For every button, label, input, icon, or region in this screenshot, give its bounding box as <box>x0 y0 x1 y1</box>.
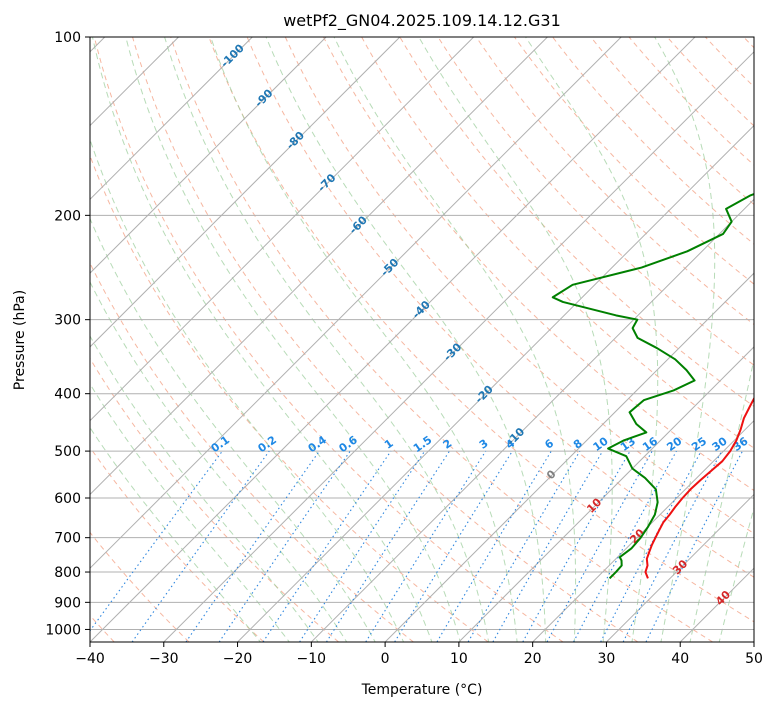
y-tick-label: 100 <box>54 30 81 46</box>
x-tick-label: −30 <box>149 651 179 667</box>
isotherm-line <box>163 51 754 642</box>
mixing-ratio-line <box>262 450 392 642</box>
x-tick-label: 20 <box>524 651 542 667</box>
plot-frame <box>89 36 755 643</box>
x-tick-label: 50 <box>745 651 763 667</box>
y-axis-label: Pressure (hPa) <box>12 290 28 390</box>
isotherm-line <box>606 493 754 642</box>
dry-adiabat <box>90 531 190 642</box>
x-tick-label: 10 <box>450 651 468 667</box>
y-tick-label: 700 <box>54 531 81 547</box>
x-tick-label: 0 <box>381 651 390 667</box>
temperature-profile-line <box>644 396 754 579</box>
dry-adiabat <box>90 357 339 642</box>
y-tick-label: 1000 <box>45 622 81 638</box>
dry-adiabat <box>170 37 713 642</box>
mixing-ratio-line <box>325 450 450 642</box>
isotherm-line <box>90 37 548 496</box>
mixing-ratio-line <box>467 450 581 642</box>
isotherm-line <box>90 37 622 569</box>
isotherm-line <box>532 419 754 642</box>
y-tick-label: 800 <box>54 565 81 581</box>
mixing-ratio-line <box>394 450 513 642</box>
x-tick-label: −40 <box>75 651 105 667</box>
chart-title: wetPf2_GN04.2025.109.14.12.G31 <box>283 11 561 31</box>
y-tick-label: 200 <box>54 208 81 224</box>
x-tick-label: −20 <box>223 651 253 667</box>
mixing-ratio-line <box>185 450 320 642</box>
mixing-ratio-line <box>365 450 487 642</box>
dry-adiabat <box>361 37 754 449</box>
dewpoint-profile-line <box>551 192 754 580</box>
isotherm-line <box>90 37 327 274</box>
plot-area: 0.1 0.2 0.4 0.6 1 1.5 2 3 4 6 8 10 13 16 20 25 30 36-100-… <box>90 37 754 642</box>
x-tick-label: −10 <box>297 651 327 667</box>
plot-background <box>90 37 754 642</box>
x-tick-label: 40 <box>671 651 689 667</box>
dry-adiabat <box>208 37 754 623</box>
isotherm-line <box>90 37 696 642</box>
mixing-ratio-line <box>299 450 426 642</box>
dry-adiabat <box>323 37 754 492</box>
isotherm-line <box>384 272 754 642</box>
isotherm-line <box>237 124 754 642</box>
isotherm-line <box>458 346 754 642</box>
moist-adiabat <box>90 217 376 642</box>
dry-adiabat <box>90 262 414 642</box>
y-tick-label: 400 <box>54 387 81 403</box>
dry-adiabat <box>93 37 564 642</box>
x-tick-label: 30 <box>598 651 616 667</box>
y-tick-label: 500 <box>54 444 81 460</box>
y-tick-label: 900 <box>54 595 81 611</box>
isotherm-line <box>310 198 754 642</box>
mixing-ratio-line <box>218 450 351 642</box>
isotherm-line <box>90 37 253 201</box>
dry-adiabat <box>132 37 639 642</box>
x-axis-label: Temperature (°C) <box>361 682 483 698</box>
y-tick-label: 300 <box>54 313 81 329</box>
isotherm-line <box>90 37 401 348</box>
mixing-ratio-line <box>131 450 270 642</box>
dry-adiabat <box>399 37 754 408</box>
mixing-ratio-line <box>436 450 552 642</box>
isotherm-line <box>90 37 475 422</box>
y-tick-label: 600 <box>54 491 81 507</box>
axes: −40 −30 −20 −10 0 10 20 30 40 50 100 200 300 400 500 60… <box>45 30 763 667</box>
dry-adiabat <box>246 37 754 578</box>
mixing-ratio-line <box>573 450 677 642</box>
